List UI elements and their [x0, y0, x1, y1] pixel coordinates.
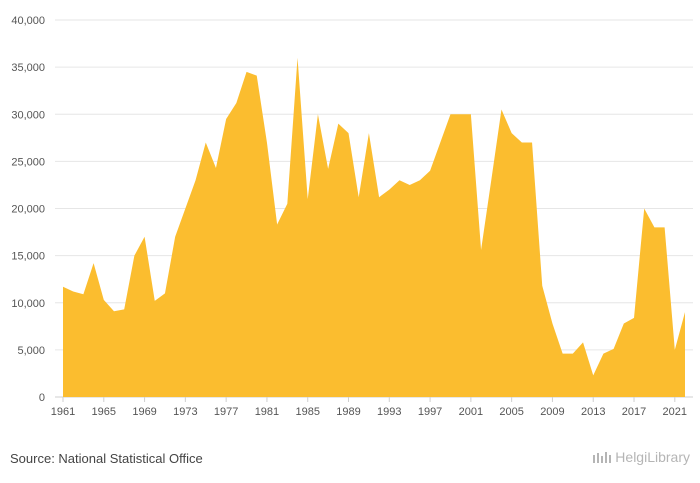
x-tick-label: 1993 — [377, 406, 401, 418]
x-tick-label: 1973 — [173, 406, 197, 418]
x-tick-label: 1989 — [336, 406, 360, 418]
x-tick-label: 2013 — [581, 406, 605, 418]
x-tick-label: 1997 — [418, 406, 442, 418]
y-tick-label: 30,000 — [11, 109, 45, 121]
x-tick-label: 1961 — [51, 406, 75, 418]
x-tick-label: 2017 — [622, 406, 646, 418]
area-series — [63, 57, 685, 397]
logo-text: HelgiLibrary — [615, 449, 690, 465]
y-tick-label: 15,000 — [11, 251, 45, 263]
y-tick-label: 35,000 — [11, 62, 45, 74]
y-tick-label: 0 — [39, 392, 45, 404]
y-tick-label: 10,000 — [11, 298, 45, 310]
y-tick-label: 25,000 — [11, 156, 45, 168]
helgi-library-logo[interactable]: HelgiLibrary — [592, 449, 690, 465]
source-note: Source: National Statistical Office — [10, 451, 203, 466]
x-axis-ticks: 1961 1965 1969 1973 1977 1981 1985 1989 1993 1997… — [51, 397, 687, 418]
y-tick-label: 20,000 — [11, 204, 45, 216]
x-tick-label: 1985 — [295, 406, 319, 418]
y-tick-label: 5,000 — [17, 345, 45, 357]
x-tick-label: 1981 — [255, 406, 279, 418]
x-tick-label: 1977 — [214, 406, 238, 418]
x-tick-label: 2001 — [459, 406, 483, 418]
y-axis-ticks: 0 5,000 10,000 15,000 20,000 25,000 30,000 35,0… — [11, 15, 45, 404]
x-tick-label: 1969 — [132, 406, 156, 418]
area-chart: 0 5,000 10,000 15,000 20,000 25,000 30,000 35,0… — [11, 15, 693, 418]
library-icon — [593, 452, 612, 463]
area-layer — [63, 57, 685, 397]
x-tick-label: 2005 — [499, 406, 523, 418]
x-tick-label: 1965 — [92, 406, 116, 418]
y-tick-label: 40,000 — [11, 15, 45, 27]
x-tick-label: 2021 — [663, 406, 687, 418]
x-tick-label: 2009 — [540, 406, 564, 418]
